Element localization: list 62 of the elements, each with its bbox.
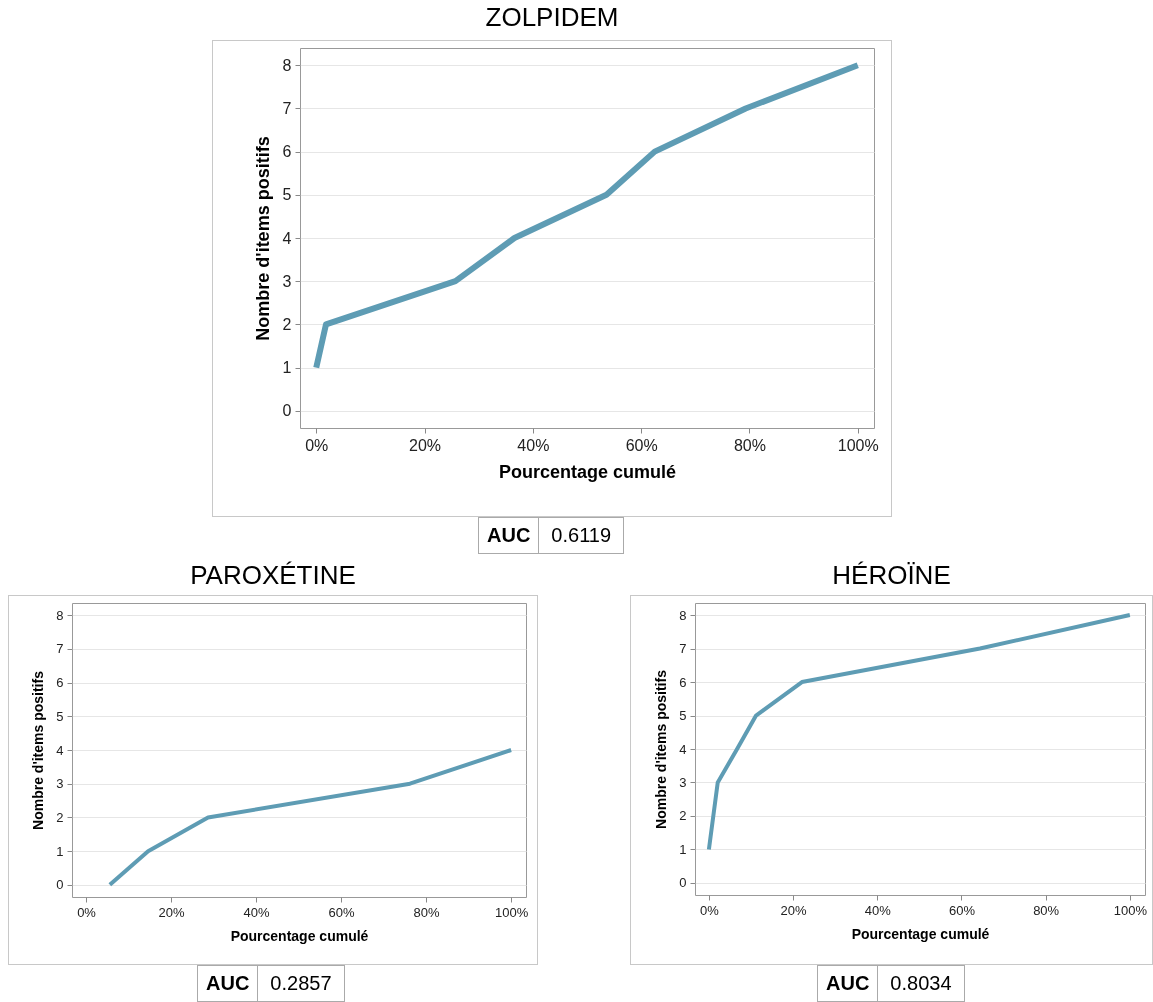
x-tick-label: 0%: [77, 904, 97, 920]
y-tick-label: 6: [282, 143, 292, 161]
y-tick-label: 5: [56, 708, 64, 724]
x-axis-title: Pourcentage cumulé: [498, 461, 677, 482]
y-tick-label: 8: [679, 607, 687, 623]
chart-title: HÉROÏNE: [831, 560, 952, 591]
y-tick-label: 1: [679, 841, 687, 857]
y-tick-label: 3: [282, 272, 292, 290]
chart-title: PAROXÉTINE: [189, 560, 357, 591]
y-axis-title: Nombre d'items positifs: [30, 670, 47, 830]
y-tick-label: 2: [679, 808, 687, 824]
y-tick-label: 7: [282, 99, 292, 117]
x-tick-label: 80%: [413, 904, 441, 920]
y-axis-title: Nombre d'items positifs: [252, 136, 273, 341]
y-tick-label: 1: [56, 843, 64, 859]
y-tick-label: 7: [56, 641, 64, 657]
x-tick-label: 100%: [495, 904, 529, 920]
y-tick-label: 0: [679, 875, 687, 891]
x-tick-label: 40%: [243, 904, 271, 920]
y-tick-label: 4: [56, 742, 64, 758]
y-axis-title: Nombre d'items positifs: [653, 669, 670, 829]
line-series: [107, 748, 514, 887]
y-tick-label: 3: [679, 774, 687, 790]
x-tick-label: 100%: [1113, 902, 1148, 918]
y-tick-label: 3: [56, 776, 64, 792]
x-axis-title: Pourcentage cumulé: [851, 925, 990, 942]
x-tick-label: 40%: [864, 902, 892, 918]
y-tick-label: 2: [56, 809, 64, 825]
x-tick-label: 60%: [328, 904, 356, 920]
y-tick-label: 8: [282, 56, 292, 74]
text: AUC: [478, 517, 539, 554]
x-axis-title: Pourcentage cumulé: [230, 927, 369, 944]
y-tick-label: 8: [56, 607, 64, 623]
y-tick-label: 5: [679, 708, 687, 724]
x-tick-label: 60%: [625, 436, 658, 454]
x-tick-label: 20%: [780, 902, 808, 918]
y-tick-label: 1: [282, 359, 292, 377]
y-tick-label: 4: [282, 229, 292, 247]
x-tick-label: 0%: [699, 902, 720, 918]
y-tick-label: 0: [56, 877, 64, 893]
text: 0.6119: [538, 517, 624, 554]
line-series: [706, 613, 1132, 852]
y-tick-label: 5: [282, 186, 292, 204]
x-tick-label: 100%: [837, 436, 879, 454]
text: AUC: [817, 965, 878, 1002]
x-tick-label: 60%: [948, 902, 976, 918]
y-tick-label: 7: [679, 641, 687, 657]
text: 0.2857: [257, 965, 345, 1002]
x-tick-label: 80%: [1033, 902, 1060, 918]
y-tick-label: 0: [282, 402, 292, 420]
text: 0.8034: [877, 965, 965, 1002]
chart-title: ZOLPIDEM: [484, 2, 620, 33]
x-tick-label: 20%: [158, 904, 185, 920]
y-tick-label: 6: [56, 675, 64, 691]
x-tick-label: 40%: [517, 436, 550, 454]
x-tick-label: 0%: [305, 436, 329, 454]
y-tick-label: 2: [282, 315, 292, 333]
x-tick-label: 80%: [733, 436, 766, 454]
x-tick-label: 20%: [409, 436, 442, 454]
y-tick-label: 4: [679, 741, 687, 757]
text: AUC: [197, 965, 258, 1002]
y-tick-label: 6: [679, 674, 687, 690]
